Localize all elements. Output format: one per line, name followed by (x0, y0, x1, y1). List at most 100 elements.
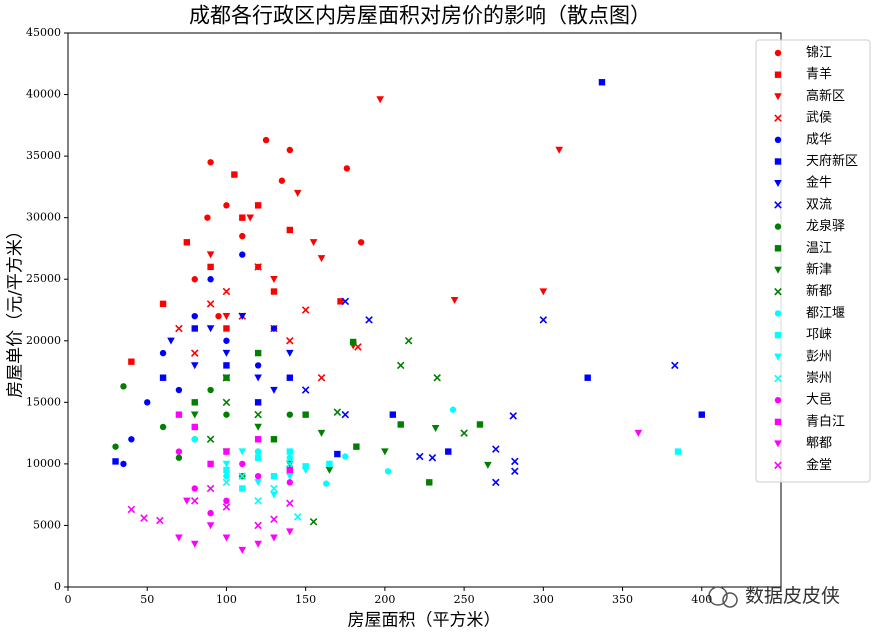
point (365, 316, 373, 324)
point (270, 325, 278, 332)
x-tick-label: 400 (691, 593, 712, 606)
point (206, 435, 215, 444)
point (206, 300, 215, 308)
point (674, 448, 682, 455)
point (302, 411, 309, 418)
point (460, 429, 468, 437)
legend-marker (774, 201, 782, 209)
point (254, 521, 262, 530)
point (270, 276, 278, 284)
point (286, 460, 294, 468)
x-tick-label: 50 (140, 593, 154, 606)
legend-label: 崇州 (806, 371, 832, 386)
point (286, 226, 294, 234)
watermark-icon (708, 586, 738, 608)
legend-marker (774, 49, 782, 57)
point (254, 362, 262, 369)
legend-label: 武侯 (806, 111, 832, 126)
point (286, 146, 294, 154)
x-tick-label: 0 (65, 593, 72, 606)
point (584, 374, 591, 381)
point (254, 473, 262, 480)
point (433, 373, 441, 382)
point (128, 358, 135, 365)
legend-label: 金牛 (806, 175, 832, 191)
point (190, 362, 199, 370)
point (492, 445, 500, 453)
point (286, 448, 294, 455)
point (238, 546, 247, 554)
point (159, 300, 167, 308)
point (309, 517, 318, 526)
point (301, 306, 310, 314)
point (175, 454, 183, 461)
point (222, 349, 231, 357)
point (293, 189, 302, 197)
point (254, 540, 262, 548)
y-axis-label: 房屋单价（元/平方米） (6, 222, 26, 398)
point (286, 479, 294, 486)
point (175, 448, 183, 455)
point (317, 255, 326, 263)
point (353, 443, 360, 450)
plot-frame (67, 32, 782, 588)
point (286, 349, 294, 357)
x-tick-label: 150 (295, 593, 316, 606)
point (254, 448, 262, 455)
point (450, 296, 459, 304)
point (396, 361, 405, 370)
legend-label: 青羊 (806, 66, 832, 82)
point (254, 263, 262, 271)
point (350, 338, 357, 346)
legend-label: 成华 (806, 132, 832, 147)
y-tick-label: 30000 (26, 211, 61, 224)
point (317, 373, 326, 382)
legend-marker (774, 71, 782, 78)
point (239, 460, 246, 468)
point (223, 473, 230, 480)
point (341, 297, 350, 306)
y-tick-label: 20000 (26, 334, 61, 347)
point (223, 411, 230, 418)
point (206, 325, 215, 333)
point (223, 362, 230, 369)
legend-marker (774, 461, 782, 470)
point (325, 466, 334, 474)
point (334, 450, 341, 458)
point (270, 491, 278, 499)
point (492, 478, 500, 487)
point (511, 467, 519, 476)
point (175, 324, 183, 333)
point (223, 337, 230, 344)
point (206, 484, 215, 493)
point (254, 399, 262, 406)
point (223, 448, 230, 455)
point (254, 436, 262, 443)
legend-marker (774, 353, 782, 361)
point (286, 499, 294, 508)
point (671, 361, 679, 370)
point (238, 472, 247, 480)
point (254, 454, 262, 461)
watermark: 数据皮皮侠 (745, 585, 840, 607)
legend-label: 彭州 (806, 349, 832, 364)
points (112, 79, 705, 554)
point (222, 534, 231, 542)
point (183, 239, 191, 246)
point (415, 452, 424, 461)
point (140, 514, 148, 522)
point (342, 453, 349, 460)
point (428, 453, 437, 462)
point (207, 276, 214, 283)
legend-label: 青白江 (806, 413, 845, 429)
point (207, 386, 214, 394)
point (262, 136, 270, 144)
point (159, 349, 167, 357)
point (301, 466, 310, 474)
point (254, 349, 262, 357)
point (175, 411, 183, 418)
point (223, 466, 230, 474)
y-tick-label: 10000 (26, 457, 61, 470)
legend-marker (774, 440, 782, 448)
